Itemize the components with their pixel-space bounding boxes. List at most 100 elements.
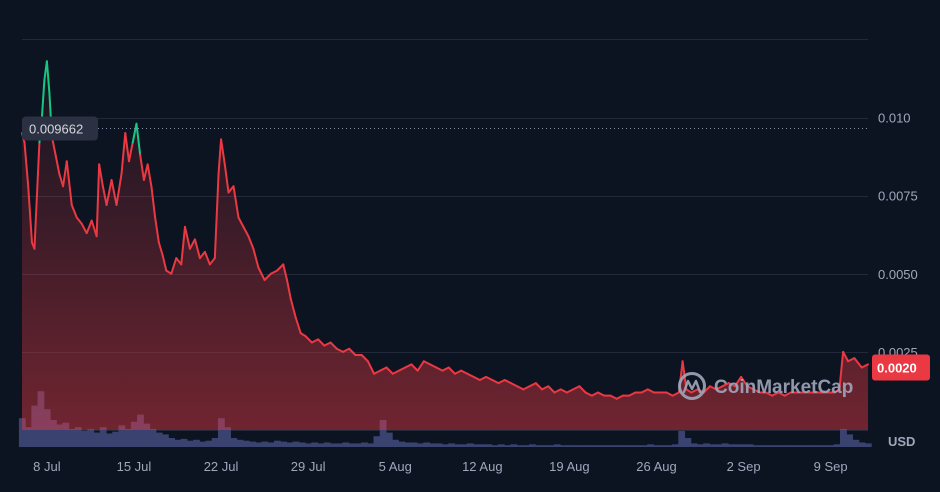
coinmarketcap-watermark: CoinMarketCap <box>678 372 853 400</box>
price-line-segment <box>590 391 600 397</box>
price-line-segment <box>263 272 272 281</box>
volume-bar <box>491 445 499 447</box>
volume-bar <box>25 427 32 447</box>
volume-bar <box>124 429 132 447</box>
price-line-segment <box>572 385 581 391</box>
price-line-segment <box>646 388 656 394</box>
volume-bar <box>597 445 605 447</box>
price-line-segment <box>242 225 250 238</box>
price-line-segment <box>497 379 506 385</box>
price-line-segment <box>95 163 101 238</box>
price-line-segment <box>124 132 130 163</box>
price-line-segment <box>139 154 145 181</box>
volume-bar <box>634 445 642 447</box>
price-line-segment <box>276 263 285 272</box>
volume-bar <box>672 444 679 447</box>
volume-bar <box>516 445 524 447</box>
price-line-segment <box>208 257 216 266</box>
current-price-badge: 0.0020 <box>872 354 930 381</box>
volume-bar <box>721 443 729 447</box>
price-line-segment <box>609 394 618 400</box>
volume-bar <box>193 439 200 447</box>
volume-bar <box>174 439 182 447</box>
price-line-segment <box>35 141 41 197</box>
price-line-segment <box>715 385 724 391</box>
volume-bar <box>740 444 748 447</box>
price-line-segment <box>154 216 160 244</box>
volume-bar <box>815 445 822 447</box>
volume-bar <box>404 442 412 447</box>
volume-bar <box>354 443 362 447</box>
price-line-segment <box>534 382 544 391</box>
volume-bar <box>180 438 188 447</box>
price-line-segment <box>491 379 500 385</box>
price-line-segment <box>98 163 104 188</box>
volume-bar <box>703 443 710 447</box>
y-tick-label: 0.0050 <box>878 267 918 282</box>
volume-bar <box>423 442 431 447</box>
price-line-segment <box>752 388 761 394</box>
volume-bar <box>273 440 281 447</box>
price-line-segment <box>584 391 593 397</box>
price-line-segment <box>27 185 33 244</box>
volume-bar <box>398 441 406 447</box>
price-line-segment <box>188 238 196 250</box>
volume-bar <box>130 421 138 447</box>
volume-bar <box>261 441 269 447</box>
volume-bar <box>715 444 723 447</box>
price-line-segment <box>397 366 407 372</box>
price-line-segment <box>373 369 382 375</box>
price-line-segment <box>23 141 30 188</box>
price-line-segment <box>379 366 388 372</box>
price-line-segment <box>522 385 531 391</box>
price-line-segment <box>509 382 519 388</box>
volume-bar <box>56 424 64 447</box>
volume-bar <box>709 444 717 447</box>
volume-bar <box>821 445 829 447</box>
x-tick-label: 8 Jul <box>33 459 61 474</box>
price-line-segment <box>842 350 850 363</box>
volume-bar <box>373 436 381 447</box>
volume-bar <box>541 445 549 447</box>
volume-bar <box>311 442 319 447</box>
volume-bar <box>161 434 169 447</box>
price-line-segment <box>105 179 113 206</box>
price-line-segment <box>232 185 240 219</box>
price-line-segment <box>453 369 463 375</box>
price-line-segment <box>62 160 68 188</box>
price-line-segment <box>65 160 73 206</box>
price-line-segment <box>348 347 357 356</box>
price-line-segment <box>252 247 260 269</box>
price-line-segment <box>410 363 419 372</box>
volume-bar <box>230 438 238 447</box>
price-line-segment <box>783 391 792 397</box>
volume-bar <box>286 442 294 447</box>
volume-bar <box>584 445 592 447</box>
x-tick-label: 12 Aug <box>462 459 503 474</box>
volume-bar <box>752 445 760 447</box>
volume-bar <box>547 445 555 447</box>
price-line-segment <box>257 266 266 281</box>
x-tick-label: 29 Jul <box>291 459 326 474</box>
price-line-segment <box>721 382 730 388</box>
volume-bar <box>155 432 163 447</box>
price-line-segment <box>460 369 469 375</box>
volume-bar <box>87 429 95 447</box>
price-area-layer <box>22 61 868 431</box>
volume-bar <box>205 440 213 447</box>
volume-bar <box>759 445 766 447</box>
price-line-segment <box>161 254 168 272</box>
volume-bar <box>678 430 686 447</box>
volume-bar <box>348 443 356 447</box>
volume-bar <box>864 443 872 447</box>
price-line-segment <box>447 366 456 375</box>
volume-bar <box>342 442 350 447</box>
volume-bar <box>566 445 574 447</box>
volume-bar <box>149 429 157 447</box>
volume-bar <box>852 439 860 447</box>
price-line-segment <box>294 316 302 335</box>
price-line-segment <box>54 154 61 175</box>
volume-bar <box>236 439 244 447</box>
